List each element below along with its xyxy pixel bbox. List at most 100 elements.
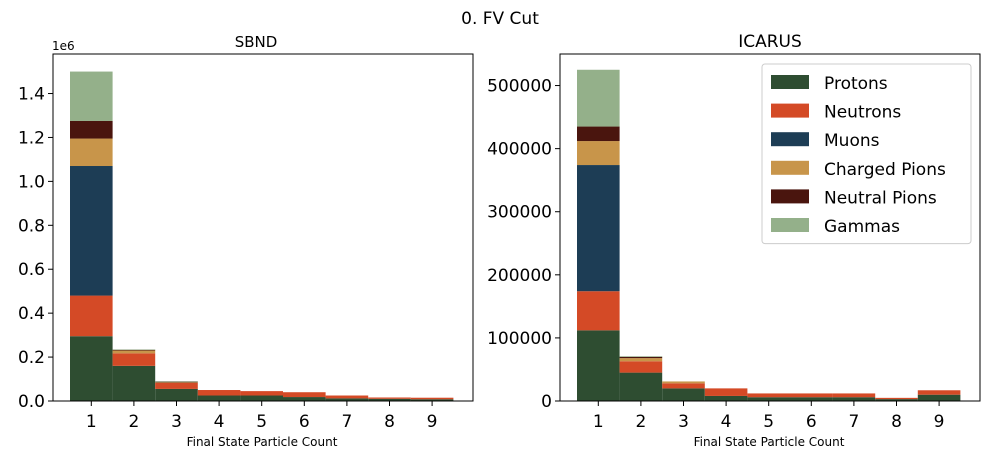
sbnd-x-tick-label: 2 [128,412,139,432]
sbnd-y-tick-label: 1.2 [18,128,45,148]
sbnd-bar-neutral-pions-1 [70,120,113,139]
sbnd-x-tick-label: 6 [299,412,310,432]
legend-label-neutral-pions: Neutral Pions [824,188,937,208]
legend-label-muons: Muons [824,131,880,151]
icarus-plot-frame [559,53,981,402]
icarus-x-tick-label: 9 [934,412,945,432]
icarus-bar-protons-4 [704,395,748,401]
sbnd-bar-protons-8 [368,398,411,401]
icarus-x-tick-label: 5 [763,412,774,432]
sbnd-y-tick-label: 1.0 [18,172,45,192]
sbnd-bar-charged-pions-3 [155,382,198,383]
icarus-x-tick-label: 2 [635,412,646,432]
sbnd-y-tick-label: 0.6 [18,260,45,280]
icarus-bar-protons-7 [832,397,876,401]
sbnd-x-tick-label: 1 [86,412,97,432]
sbnd-y-offset-label: 1e6 [52,39,75,53]
sbnd-bar-neutrons-9 [410,397,454,400]
sbnd-x-tick-label: 4 [214,412,225,432]
icarus-bar-neutrons-1 [577,291,620,331]
sbnd-x-ticks: 1 2 3 4 5 6 7 8 9 [86,401,438,432]
icarus-bar-neutrons-3 [662,383,705,389]
icarus-y-tick-label: 300000 [487,203,552,223]
sbnd-bar-neutrons-3 [155,382,198,389]
legend-swatch-protons [771,75,809,89]
sbnd-bar-neutrons-1 [70,295,113,337]
sbnd-bar-neutral-pions-2 [112,349,156,351]
legend-box [761,63,972,245]
icarus-bar-protons-9 [917,394,961,401]
legend-label-protons: Protons [824,74,888,94]
icarus-bar-charged-pions-1 [577,141,620,166]
sbnd-x-tick-label: 8 [384,412,395,432]
sbnd-chart: SBND 1e6 1 2 3 4 5 6 7 8 9 0.0 0.2 0.4 0.6 0.8 1.0 1.2… [18,33,474,449]
sbnd-y-tick-label: 0.8 [18,216,45,236]
sbnd-bar-neutrons-5 [240,391,283,396]
sbnd-bar-neutrons-4 [197,390,241,396]
icarus-bar-neutrons-6 [790,393,833,398]
sbnd-bar-protons-1 [70,336,113,401]
sbnd-bar-gammas-1 [70,71,113,121]
icarus-bar-gammas-1 [577,69,620,127]
sbnd-bar-protons-5 [240,395,283,401]
icarus-bar-protons-1 [577,330,620,401]
legend: Protons Neutrons Muons Charged Pions Neutral… [761,63,972,245]
icarus-bar-neutrons-8 [875,397,918,400]
icarus-bar-neutrons-4 [704,388,748,396]
icarus-x-tick-label: 4 [721,412,732,432]
icarus-bar-protons-2 [619,372,663,401]
sbnd-bar-protons-4 [197,395,241,401]
icarus-bar-protons-6 [790,397,833,401]
sbnd-y-tick-label: 1.4 [18,85,45,105]
icarus-bar-protons-3 [662,388,705,401]
icarus-bar-neutral-pions-2 [619,356,663,359]
sbnd-bars [70,71,454,401]
icarus-y-tick-label: 0 [541,392,552,412]
sbnd-y-ticks: 0.0 0.2 0.4 0.6 0.8 1.0 1.2 1.4 [18,85,53,412]
icarus-bar-neutrons-9 [917,390,961,395]
legend-label-neutrons: Neutrons [824,103,901,123]
icarus-y-tick-label: 500000 [487,77,552,97]
sbnd-plot-frame [52,53,474,402]
sbnd-x-tick-label: 9 [427,412,438,432]
legend-swatch-gammas [771,218,809,232]
icarus-chart-title: ICARUS [738,32,802,52]
sbnd-x-tick-label: 5 [256,412,267,432]
sbnd-bar-neutrons-8 [368,397,411,399]
sbnd-bar-charged-pions-2 [112,350,156,354]
icarus-x-tick-label: 1 [593,412,604,432]
icarus-bar-gammas-2 [619,356,663,357]
legend-swatch-neutrons [771,103,809,118]
icarus-y-tick-label: 400000 [487,140,552,160]
legend-label-charged-pions: Charged Pions [824,160,946,180]
icarus-bar-neutrons-2 [619,361,663,373]
sbnd-chart-title: SBND [235,33,278,51]
icarus-bar-muons-1 [577,165,620,292]
legend-swatch-charged-pions [771,160,809,175]
icarus-x-axis-label: Final State Particle Count [694,435,845,449]
figure-title: 0. FV Cut [461,9,539,29]
sbnd-bar-neutrons-6 [283,392,326,398]
icarus-bar-charged-pions-3 [662,381,705,384]
icarus-bar-neutrons-7 [832,393,876,398]
sbnd-x-tick-label: 3 [171,412,182,432]
icarus-x-tick-label: 8 [891,412,902,432]
sbnd-bar-protons-7 [325,398,369,401]
icarus-bar-protons-5 [747,397,790,401]
icarus-bar-neutral-pions-1 [577,126,620,142]
sbnd-bar-charged-pions-1 [70,138,113,166]
icarus-bar-protons-8 [875,399,918,401]
sbnd-bar-neutral-pions-3 [155,381,198,383]
icarus-y-tick-label: 100000 [487,329,552,349]
icarus-y-tick-label: 200000 [487,266,552,286]
icarus-bar-charged-pions-2 [619,358,663,362]
sbnd-bar-protons-2 [112,365,156,401]
icarus-x-tick-label: 7 [848,412,859,432]
icarus-bar-neutrons-5 [747,393,790,398]
icarus-x-tick-label: 6 [806,412,817,432]
icarus-x-ticks: 1 2 3 4 5 6 7 8 9 [593,401,945,432]
icarus-y-ticks: 0 100000 200000 300000 400000 500000 [487,77,560,412]
sbnd-bar-protons-6 [283,397,326,401]
sbnd-x-axis-label: Final State Particle Count [187,435,338,449]
icarus-x-tick-label: 3 [678,412,689,432]
